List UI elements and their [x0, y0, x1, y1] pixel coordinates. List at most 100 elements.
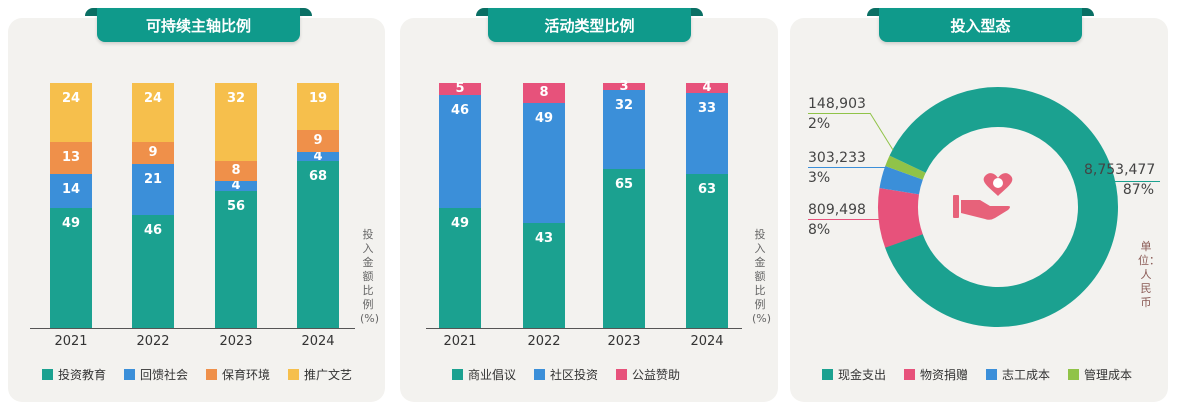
- data-label: 8: [231, 163, 241, 179]
- data-label: 24: [143, 91, 163, 106]
- x-tick-label: 2024: [690, 334, 724, 349]
- bar-segment: 19: [297, 83, 339, 130]
- legend-item: 物资捐赠: [904, 366, 968, 383]
- x-tick-label: 2021: [443, 334, 477, 349]
- bar-segment: 8: [215, 161, 257, 181]
- percent-label: 3%: [808, 170, 831, 186]
- legend-item: 公益赞助: [616, 366, 680, 383]
- data-label: 8,753,477 87%: [1084, 160, 1156, 200]
- bar-segment: 24: [132, 83, 174, 142]
- chart-title: 可持续主轴比例: [85, 8, 312, 42]
- leader-line: [808, 219, 882, 220]
- data-label: 49: [534, 110, 554, 126]
- bar-segment: 14: [50, 173, 92, 208]
- bar-segment: 24: [50, 83, 92, 142]
- legend-swatch: [42, 369, 53, 380]
- bar-segment: 5: [439, 81, 481, 96]
- x-tick-label: 2023: [607, 334, 641, 349]
- legend-label: 推广文艺: [304, 368, 353, 382]
- data-label: 9: [313, 132, 323, 148]
- data-label: 33: [697, 100, 717, 116]
- x-tick-label: 2022: [527, 334, 561, 349]
- data-label: 46: [450, 103, 470, 119]
- leader-line: [869, 112, 894, 151]
- data-label: 43: [534, 230, 554, 246]
- legend-label: 物资捐赠: [920, 368, 969, 382]
- data-label: 13: [61, 149, 81, 165]
- legend-swatch: [616, 369, 628, 380]
- donut-slice: [878, 87, 1118, 327]
- data-label: 46: [143, 223, 163, 239]
- data-label: 809,498 8%: [808, 200, 866, 240]
- data-label: 8: [539, 85, 549, 100]
- data-label: 32: [226, 91, 246, 106]
- legend-label: 回馈社会: [140, 368, 189, 382]
- legend-label: 现金支出: [838, 368, 887, 382]
- leader-line: [808, 167, 888, 168]
- legend-item: 志工成本: [986, 366, 1050, 383]
- legend-label: 志工成本: [1002, 368, 1051, 382]
- legend-item: 商业倡议: [452, 366, 516, 383]
- leader-line: [808, 113, 870, 114]
- bar-segment: 32: [603, 90, 645, 169]
- data-label: 32: [614, 98, 634, 114]
- data-label: 303,233 3%: [808, 148, 866, 188]
- legend-item: 现金支出: [822, 366, 886, 383]
- data-label: 68: [308, 169, 328, 185]
- legend-swatch: [206, 369, 218, 380]
- legend-swatch: [534, 369, 546, 380]
- data-label: 65: [614, 176, 634, 192]
- legend-item: 保育环境: [206, 366, 270, 383]
- data-label: 19: [308, 91, 328, 106]
- value-label: 8,753,477: [1084, 162, 1156, 178]
- data-label: 49: [61, 215, 81, 231]
- bar-segment: 9: [297, 129, 339, 152]
- data-label: 49: [450, 215, 470, 231]
- data-label: 24: [61, 91, 81, 106]
- donut-slice: [878, 87, 1118, 327]
- bar-segment: 9: [132, 141, 174, 164]
- legend-swatch: [822, 369, 833, 380]
- legend-swatch: [288, 369, 300, 380]
- y-axis-label: 投入金额比例 (%): [360, 228, 380, 325]
- bar-segment: 49: [439, 207, 481, 328]
- bar-segment: 63: [686, 173, 728, 328]
- x-axis-line: [30, 328, 355, 329]
- x-tick-label: 2021: [54, 334, 88, 349]
- legend-swatch: [986, 369, 998, 380]
- chart-title: 活动类型比例: [476, 8, 703, 42]
- bar-segment: 13: [50, 141, 92, 174]
- data-label: 9: [148, 144, 158, 160]
- bar-segment: 68: [297, 161, 339, 328]
- data-label: 4: [702, 80, 712, 95]
- unit-label: 单位：人民币: [1138, 240, 1160, 309]
- y-axis-label: 投入金额比例 (%): [752, 228, 772, 325]
- bar-segment: 4: [297, 148, 339, 164]
- x-axis-line: [426, 328, 742, 329]
- data-label: 21: [143, 171, 163, 187]
- legend-item: 管理成本: [1068, 366, 1132, 383]
- bar-segment: 21: [132, 163, 174, 216]
- hand-heart-icon: [953, 173, 1013, 220]
- data-label: 4: [313, 148, 323, 164]
- legend-item: 推广文艺: [288, 366, 352, 383]
- bar-segment: 33: [686, 92, 728, 174]
- legend-label: 公益赞助: [632, 368, 681, 382]
- legend-swatch: [1068, 369, 1080, 380]
- legend-swatch: [452, 369, 463, 380]
- data-label: 5: [455, 81, 465, 96]
- donut-slice: [878, 87, 1118, 327]
- leader-line: [1080, 181, 1160, 182]
- data-label: 14: [61, 181, 81, 197]
- legend-label: 投资教育: [58, 368, 107, 382]
- legend: 商业倡议 社区投资 公益赞助: [452, 366, 680, 383]
- value-label: 148,903: [808, 96, 866, 112]
- bar-segment: 49: [523, 102, 565, 223]
- percent-label: 2%: [808, 116, 831, 132]
- bar-segment: 32: [215, 83, 257, 162]
- data-label: 3: [619, 79, 629, 94]
- legend: 现金支出 物资捐赠 志工成本 管理成本: [822, 366, 1132, 383]
- value-label: 809,498: [808, 202, 866, 218]
- bar-segment: 4: [686, 80, 728, 95]
